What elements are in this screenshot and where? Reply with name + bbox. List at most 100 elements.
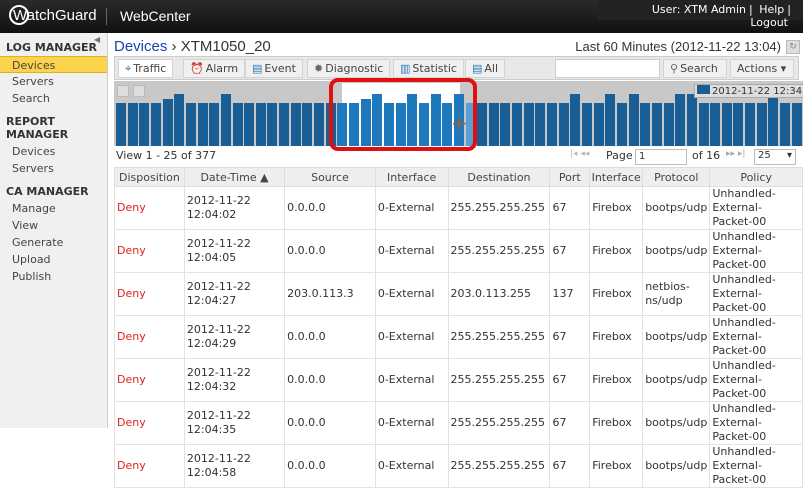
sidebar-item-servers[interactable]: Servers [12, 75, 54, 88]
column-header[interactable]: Destination [447, 167, 551, 187]
histogram-bar[interactable] [255, 103, 266, 146]
page-input[interactable]: 1 [635, 149, 687, 165]
histogram-bar[interactable] [593, 103, 604, 146]
histogram-bar[interactable] [127, 103, 138, 146]
histogram-bar[interactable] [162, 99, 173, 146]
first-prev-page-icons[interactable]: |◂ ◂◂ [570, 149, 590, 159]
histogram-bar[interactable] [314, 103, 325, 146]
histogram-bar[interactable] [780, 103, 791, 146]
histogram-bar[interactable] [116, 103, 126, 146]
tab-diagnostic[interactable]: ✹ Diagnostic [307, 59, 391, 78]
histogram-bar[interactable] [197, 103, 208, 146]
search-button[interactable]: ⚲ Search [663, 59, 727, 78]
column-header[interactable]: Source [284, 167, 376, 187]
traffic-histogram[interactable]: 2012-11-22 12:34 6 [114, 81, 803, 146]
histogram-bar[interactable] [290, 103, 301, 146]
tab-alarm[interactable]: ⏰ Alarm [183, 59, 246, 78]
table-row[interactable]: Deny 2012-11-22 12:04:27 203.0.113.3 0-Exte… [114, 272, 803, 316]
histogram-bar[interactable] [337, 103, 348, 146]
histogram-bar[interactable] [477, 103, 488, 146]
histogram-bar[interactable] [570, 94, 581, 146]
histogram-bar[interactable] [185, 103, 196, 146]
logout-link[interactable]: Logout [750, 16, 788, 29]
chart-image-icon[interactable] [133, 85, 145, 97]
histogram-bar[interactable] [349, 103, 359, 146]
tab-all[interactable]: ▤ All [465, 59, 506, 78]
histogram-bar[interactable] [616, 103, 627, 146]
column-header[interactable]: Port [549, 167, 591, 187]
histogram-bar[interactable] [768, 94, 779, 146]
histogram-bar[interactable] [605, 94, 616, 146]
histogram-bar[interactable] [244, 103, 255, 146]
histogram-bar[interactable] [512, 103, 523, 146]
histogram-bar[interactable] [279, 103, 290, 146]
table-row[interactable]: Deny 2012-11-22 12:04:35 0.0.0.0 0-External… [114, 401, 803, 445]
column-header[interactable]: Interface [589, 167, 644, 187]
histogram-bar[interactable] [710, 103, 721, 146]
sidebar-item-devices[interactable]: Devices [12, 145, 56, 158]
tab-statistic[interactable]: ▥ Statistic [393, 59, 464, 78]
sidebar-item-upload[interactable]: Upload [12, 253, 51, 266]
histogram-bar[interactable] [535, 103, 546, 146]
table-row[interactable]: Deny 2012-11-22 12:04:29 0.0.0.0 0-External… [114, 315, 803, 359]
column-header[interactable]: Disposition [114, 167, 185, 187]
sidebar-item-devices[interactable]: Devices [0, 56, 107, 73]
time-range[interactable]: Last 60 Minutes (2012-11-22 13:04) [575, 39, 781, 54]
column-header[interactable]: Date-Time ▲ [183, 167, 286, 187]
sidebar-item-publish[interactable]: Publish [12, 270, 52, 283]
table-row[interactable]: Deny 2012-11-22 12:04:58 0.0.0.0 0-External… [114, 444, 803, 488]
next-last-page-icons[interactable]: ▸▸ ▸| [726, 149, 746, 159]
tab-event[interactable]: ▤ Event [245, 59, 303, 78]
histogram-bar[interactable] [232, 103, 243, 146]
column-header[interactable]: Policy [709, 167, 803, 187]
refresh-icon[interactable]: ↻ [786, 40, 800, 54]
histogram-bar[interactable] [675, 94, 686, 146]
actions-button[interactable]: Actions ▾ [730, 59, 794, 78]
histogram-bar[interactable] [267, 103, 278, 146]
histogram-bar[interactable] [500, 103, 511, 146]
sidebar-item-servers[interactable]: Servers [12, 162, 54, 175]
histogram-bar[interactable] [628, 94, 639, 146]
histogram-bar[interactable] [733, 103, 744, 146]
collapse-sidebar-icon[interactable]: ◀ [94, 35, 101, 44]
breadcrumb-devices[interactable]: Devices [114, 38, 168, 55]
column-header[interactable]: Interface [374, 167, 449, 187]
per-page-select[interactable]: 25 ▾ [754, 149, 796, 165]
histogram-bar[interactable] [174, 94, 185, 146]
sidebar-item-view[interactable]: View [12, 219, 39, 232]
histogram-bar[interactable] [383, 103, 394, 146]
table-row[interactable]: Deny 2012-11-22 12:04:05 0.0.0.0 0-External… [114, 229, 803, 273]
histogram-bar[interactable] [663, 103, 674, 146]
table-row[interactable]: Deny 2012-11-22 12:04:02 0.0.0.0 0-External… [114, 186, 803, 230]
histogram-bar[interactable] [360, 99, 371, 146]
chart-bar-icon[interactable] [117, 85, 129, 97]
histogram-bar[interactable] [582, 103, 592, 146]
histogram-bar[interactable] [640, 103, 651, 146]
histogram-bar[interactable] [547, 103, 558, 146]
histogram-bar[interactable] [558, 103, 569, 146]
histogram-bar[interactable] [150, 103, 161, 146]
tab-traffic[interactable]: ⌖ Traffic [118, 59, 174, 78]
sidebar-item-search[interactable]: Search [12, 92, 50, 105]
column-header[interactable]: Protocol [642, 167, 711, 187]
histogram-bar[interactable] [407, 94, 418, 146]
histogram-bar[interactable] [302, 103, 313, 146]
histogram-bar[interactable] [220, 94, 231, 146]
histogram-bar[interactable] [756, 103, 767, 146]
histogram-bar[interactable] [698, 103, 709, 146]
histogram-bar[interactable] [488, 103, 499, 146]
histogram-bar[interactable] [395, 103, 406, 146]
histogram-bar[interactable] [465, 103, 476, 146]
histogram-bar[interactable] [523, 103, 534, 146]
histogram-bar[interactable] [686, 94, 697, 146]
histogram-bar[interactable] [139, 103, 150, 146]
histogram-bar[interactable] [791, 103, 802, 146]
histogram-bar[interactable] [430, 94, 441, 146]
table-row[interactable]: Deny 2012-11-22 12:04:32 0.0.0.0 0-External… [114, 358, 803, 402]
histogram-bar[interactable] [651, 103, 662, 146]
histogram-bar[interactable] [372, 94, 383, 146]
histogram-bar[interactable] [453, 94, 464, 146]
search-input[interactable] [555, 59, 660, 78]
sidebar-item-manage[interactable]: Manage [12, 202, 56, 215]
histogram-bar[interactable] [418, 103, 429, 146]
